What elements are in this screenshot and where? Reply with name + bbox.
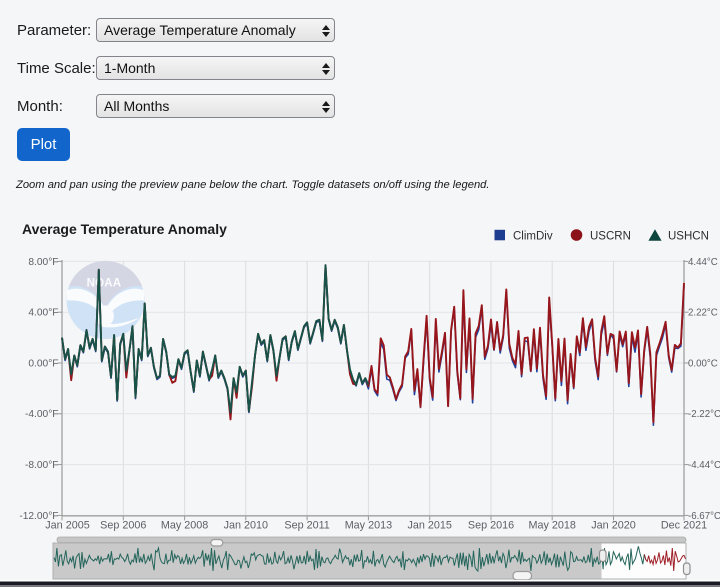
svg-text:-4.44°C: -4.44°C [688, 460, 720, 471]
svg-text:Jan 2005: Jan 2005 [45, 520, 89, 532]
svg-text:-4.00°F: -4.00°F [25, 409, 59, 420]
svg-text:Sep 2011: Sep 2011 [284, 520, 329, 532]
svg-text:4.00°F: 4.00°F [28, 308, 58, 319]
svg-text:8.00°F: 8.00°F [28, 257, 58, 268]
svg-text:Sep 2016: Sep 2016 [468, 520, 514, 532]
svg-text:NOAA: NOAA [87, 278, 122, 290]
svg-text:May 2013: May 2013 [345, 520, 392, 532]
svg-text:ClimDiv: ClimDiv [513, 230, 553, 242]
svg-text:Jan 2015: Jan 2015 [407, 520, 451, 532]
svg-text:May 2008: May 2008 [161, 520, 208, 532]
svg-text:-8.00°F: -8.00°F [25, 460, 59, 471]
svg-text:Sep 2006: Sep 2006 [100, 520, 146, 532]
svg-text:Dec 2021: Dec 2021 [661, 520, 707, 532]
svg-text:USHCN: USHCN [668, 230, 709, 242]
svg-text:0.00°F: 0.00°F [28, 358, 58, 369]
svg-text:Jan 2020: Jan 2020 [591, 520, 635, 532]
svg-text:-2.22°C: -2.22°C [688, 409, 720, 420]
svg-text:-12.00°F: -12.00°F [19, 511, 58, 522]
svg-text:USCRN: USCRN [590, 230, 631, 242]
svg-text:Average Temperature Anomaly: Average Temperature Anomaly [22, 221, 227, 237]
svg-text:4.44°C: 4.44°C [688, 257, 718, 268]
svg-text:0.00°C: 0.00°C [688, 358, 718, 369]
svg-text:-6.67°C: -6.67°C [688, 511, 720, 522]
svg-text:2.22°C: 2.22°C [688, 308, 718, 319]
svg-text:Jan 2010: Jan 2010 [224, 520, 268, 532]
svg-text:May 2018: May 2018 [528, 520, 575, 532]
